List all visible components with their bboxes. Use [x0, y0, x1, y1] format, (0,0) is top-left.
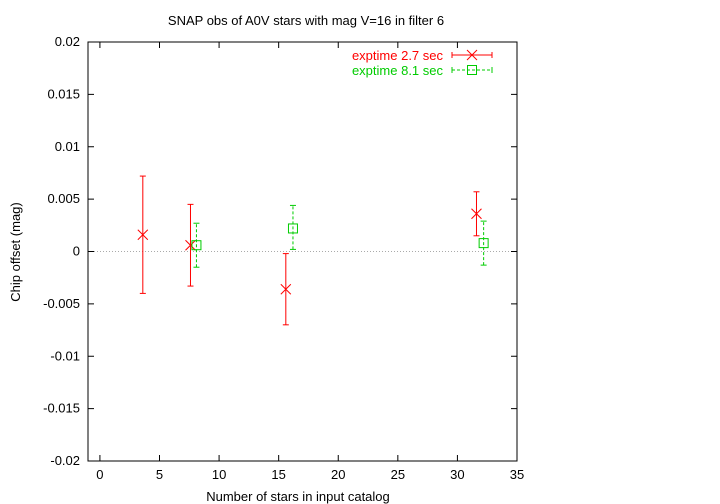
chart-title: SNAP obs of A0V stars with mag V=16 in f… — [168, 13, 444, 28]
legend-item: exptime 8.1 sec — [352, 63, 493, 78]
x-tick-label: 20 — [331, 467, 345, 482]
y-tick-label: -0.02 — [50, 453, 80, 468]
y-tick-label: 0.015 — [47, 86, 80, 101]
y-tick-label: 0.01 — [55, 139, 80, 154]
x-tick-label: 10 — [212, 467, 226, 482]
x-tick-label: 15 — [271, 467, 285, 482]
x-axis-label: Number of stars in input catalog — [206, 489, 390, 504]
y-axis: -0.02 -0.015 -0.01 -0.005 0 0.005 0.01 0.015 0.0… — [43, 34, 517, 468]
y-tick-label: -0.01 — [50, 348, 80, 363]
error-bar — [480, 220, 487, 266]
x-tick-label: 0 — [96, 467, 103, 482]
x-tick-label: 25 — [391, 467, 405, 482]
y-tick-label: 0.02 — [55, 34, 80, 49]
legend-label: exptime 2.7 sec — [352, 48, 444, 63]
x-tick-label: 5 — [156, 467, 163, 482]
legend-marker — [466, 49, 478, 61]
data-point — [280, 283, 292, 295]
legend-label: exptime 8.1 sec — [352, 63, 444, 78]
x-axis: 0 5 10 15 20 25 30 35 — [96, 42, 524, 482]
series-layer — [137, 175, 489, 326]
y-tick-label: -0.005 — [43, 296, 80, 311]
y-axis-label: Chip offset (mag) — [8, 202, 23, 301]
y-tick-label: 0.005 — [47, 191, 80, 206]
series-1 — [137, 175, 482, 326]
data-point — [137, 229, 149, 241]
y-tick-label: -0.015 — [43, 401, 80, 416]
x-tick-label: 35 — [510, 467, 524, 482]
data-point — [478, 238, 489, 249]
series-2 — [191, 204, 489, 268]
plot-border — [87, 41, 518, 462]
legend-item: exptime 2.7 sec — [352, 48, 493, 63]
error-bar — [193, 222, 200, 268]
x-tick-label: 30 — [450, 467, 464, 482]
error-bar — [289, 204, 296, 250]
y-tick-label: 0 — [73, 244, 80, 259]
data-point — [287, 223, 298, 234]
data-point — [185, 239, 196, 251]
legend-marker — [467, 65, 477, 75]
data-point — [471, 208, 482, 220]
data-point — [191, 240, 202, 251]
plot-area — [87, 41, 518, 462]
